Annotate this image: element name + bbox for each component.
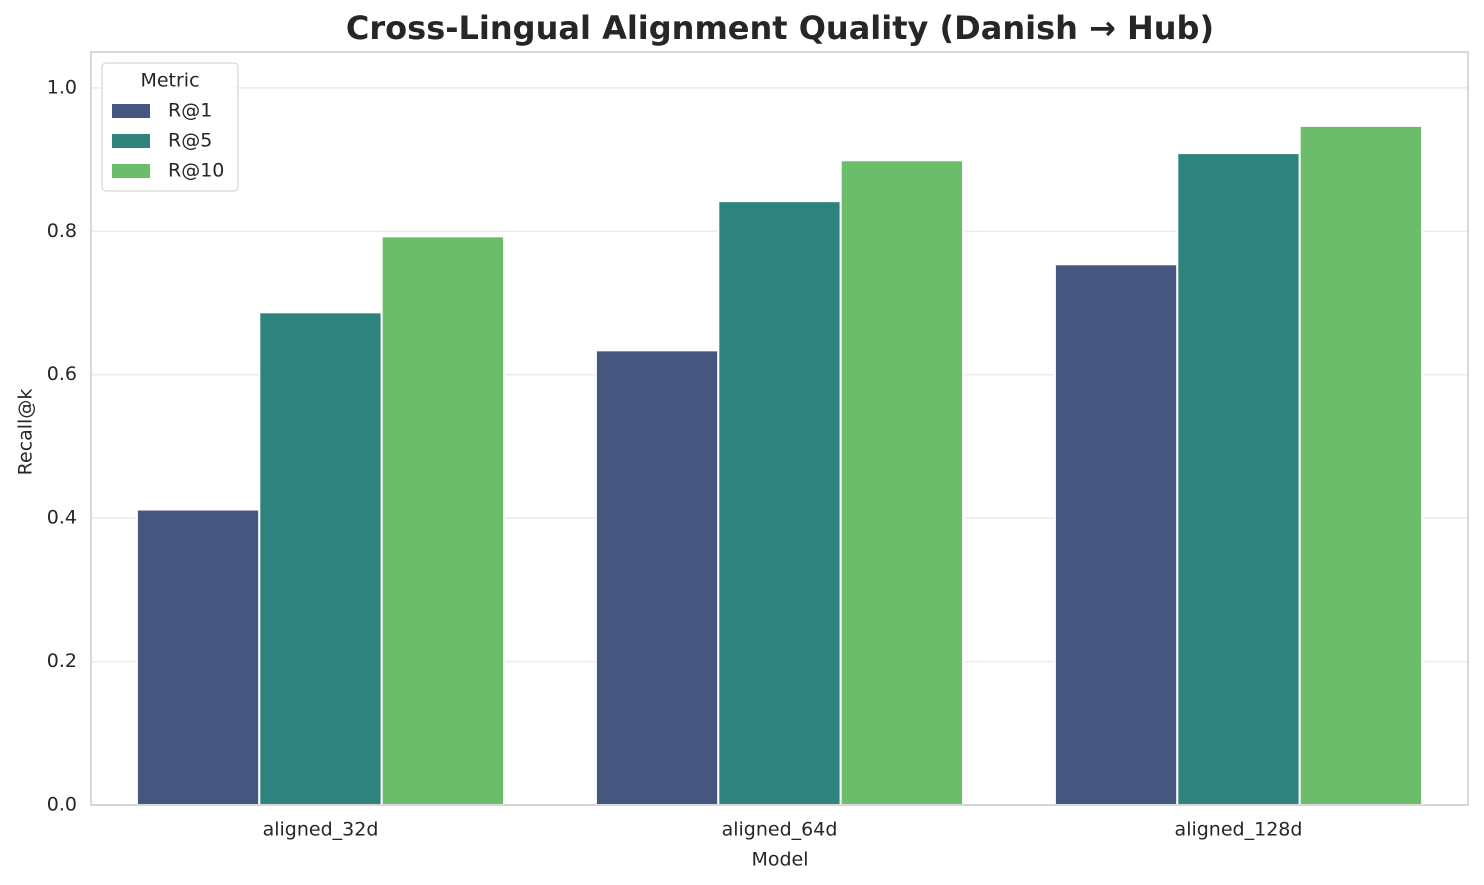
y-tick-label: 0.8 — [47, 220, 77, 242]
y-tick-label: 0.4 — [47, 507, 77, 529]
legend-swatch — [112, 104, 150, 118]
legend-swatch — [112, 164, 150, 178]
bar — [1053, 263, 1179, 806]
bar — [258, 311, 383, 806]
x-tick-label: aligned_128d — [1175, 819, 1303, 841]
legend-title: Metric — [140, 70, 199, 92]
legend-label: R@5 — [168, 130, 212, 152]
y-tick-label: 0.0 — [47, 794, 77, 816]
legend-label: R@1 — [168, 100, 212, 122]
bar — [135, 508, 261, 806]
bar — [380, 235, 506, 806]
x-tick-label: aligned_64d — [722, 819, 838, 841]
bar — [1298, 124, 1424, 806]
y-axis-label: Recall@k — [15, 389, 37, 476]
bar — [717, 200, 842, 806]
bar — [1176, 152, 1301, 807]
x-tick-label: aligned_32d — [263, 819, 379, 841]
legend-label: R@10 — [168, 160, 224, 182]
legend-swatch — [112, 134, 150, 148]
y-tick-label: 0.2 — [47, 650, 77, 672]
legend-box — [101, 62, 239, 192]
y-tick-label: 1.0 — [47, 76, 77, 98]
y-tick-label: 0.6 — [47, 363, 77, 385]
bar — [594, 349, 720, 806]
x-axis-label: Model — [751, 849, 808, 871]
plot-frame — [90, 51, 1469, 806]
chart-title: Cross-Lingual Alignment Quality (Danish … — [346, 9, 1214, 47]
bar — [839, 159, 965, 806]
